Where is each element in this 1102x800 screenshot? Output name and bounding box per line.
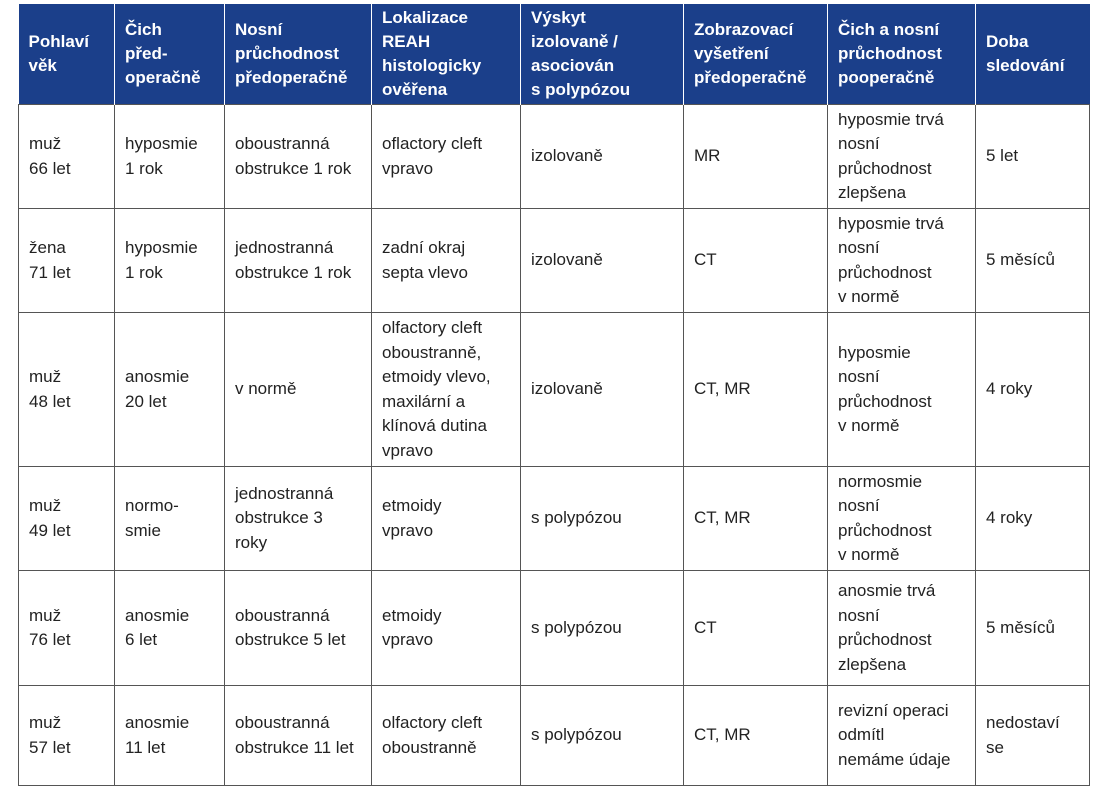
table-cell: normo- smie [114, 466, 225, 571]
header-cell: Pohlaví věk [18, 4, 115, 105]
table-cell: izolovaně [520, 312, 684, 467]
table-cell: muž 66 let [18, 104, 115, 209]
table-row: muž 48 let anosmie 20 let v normě olfact… [18, 312, 1090, 467]
table-cell: oboustranná obstrukce 11 let [224, 685, 372, 786]
table-cell: muž 49 let [18, 466, 115, 571]
table-cell: v normě [224, 312, 372, 467]
table-cell: oboustranná obstrukce 5 let [224, 570, 372, 686]
table-cell: muž 76 let [18, 570, 115, 686]
table-cell: anosmie 6 let [114, 570, 225, 686]
table-cell: muž 57 let [18, 685, 115, 786]
header-row: Pohlaví věk Čich před- operačně Nosní pr… [18, 4, 1090, 105]
table-row: muž 66 let hyposmie 1 rok oboustranná ob… [18, 104, 1090, 209]
table-cell: nedostaví se [975, 685, 1090, 786]
table-cell: 5 let [975, 104, 1090, 209]
table-cell: izolovaně [520, 208, 684, 313]
patient-table: Pohlaví věk Čich před- operačně Nosní pr… [18, 4, 1090, 786]
table-cell: 5 měsíců [975, 208, 1090, 313]
header-cell: Doba sledování [975, 4, 1090, 105]
table-cell: anosmie 11 let [114, 685, 225, 786]
table-cell: normosmie nosní průchodnost v normě [827, 466, 976, 571]
table-cell: CT, MR [683, 312, 828, 467]
header-cell: Výskyt izolovaně / asociován s polypózou [520, 4, 684, 105]
table-cell: CT [683, 208, 828, 313]
header-cell: Nosní průchodnost předoperačně [224, 4, 372, 105]
table-cell: hyposmie nosní průchodnost v normě [827, 312, 976, 467]
table-cell: s polypózou [520, 570, 684, 686]
table-cell: hyposmie trvá nosní průchodnost zlepšena [827, 104, 976, 209]
table-cell: jednostranná obstrukce 3 roky [224, 466, 372, 571]
table-cell: MR [683, 104, 828, 209]
table-cell: oflactory cleft vpravo [371, 104, 521, 209]
table-container: Pohlaví věk Čich před- operačně Nosní pr… [18, 4, 1090, 786]
table-cell: 5 měsíců [975, 570, 1090, 686]
table-cell: etmoidy vpravo [371, 570, 521, 686]
table-cell: s polypózou [520, 685, 684, 786]
table-row: muž 57 let anosmie 11 let oboustranná ob… [18, 685, 1090, 786]
table-cell: etmoidy vpravo [371, 466, 521, 571]
header-cell: Čich a nosní průchodnost pooperačně [827, 4, 976, 105]
table-cell: olfactory cleft oboustranně [371, 685, 521, 786]
table-cell: olfactory cleft oboustranně, etmoidy vle… [371, 312, 521, 467]
table-row: žena 71 let hyposmie 1 rok jednostranná … [18, 208, 1090, 313]
table-cell: 4 roky [975, 466, 1090, 571]
table-row: muž 49 let normo- smie jednostranná obst… [18, 466, 1090, 571]
table-cell: hyposmie 1 rok [114, 208, 225, 313]
header-cell: Čich před- operačně [114, 4, 225, 105]
table-cell: CT, MR [683, 685, 828, 786]
table-row: muž 76 let anosmie 6 let oboustranná obs… [18, 570, 1090, 686]
table-cell: hyposmie 1 rok [114, 104, 225, 209]
table-cell: zadní okraj septa vlevo [371, 208, 521, 313]
table-cell: hyposmie trvá nosní průchodnost v normě [827, 208, 976, 313]
table-cell: oboustranná obstrukce 1 rok [224, 104, 372, 209]
header-cell: Lokalizace REAH histologicky ověřena [371, 4, 521, 105]
table-cell: anosmie trvá nosní průchodnost zlepšena [827, 570, 976, 686]
table-cell: s polypózou [520, 466, 684, 571]
table-cell: jednostranná obstrukce 1 rok [224, 208, 372, 313]
table-cell: anosmie 20 let [114, 312, 225, 467]
table-cell: izolovaně [520, 104, 684, 209]
table-cell: revizní operaci odmítl nemáme údaje [827, 685, 976, 786]
table-cell: 4 roky [975, 312, 1090, 467]
table-cell: žena 71 let [18, 208, 115, 313]
table-cell: CT [683, 570, 828, 686]
table-cell: CT, MR [683, 466, 828, 571]
header-cell: Zobrazovací vyšetření předoperačně [683, 4, 828, 105]
table-cell: muž 48 let [18, 312, 115, 467]
